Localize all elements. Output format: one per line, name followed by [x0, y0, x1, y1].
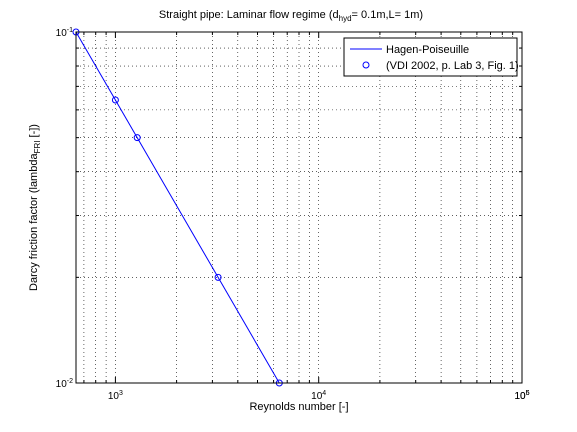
x-tick-label: 104 — [311, 390, 326, 402]
data-point — [133, 134, 141, 142]
x-tick-label: 103 — [108, 390, 123, 402]
data-point — [214, 273, 222, 281]
x-tick-label: 105 — [514, 390, 529, 402]
y-axis-label-main: Darcy friction factor (lambda — [28, 153, 40, 291]
legend-label-vdi-2002: (VDI 2002, p. Lab 3, Fig. 1) — [386, 60, 519, 72]
y-axis-label-subscript: FRI — [33, 141, 42, 154]
series-line — [75, 31, 280, 384]
plot-frame — [75, 31, 523, 384]
y-axis-label-rest: [-]) — [28, 124, 40, 141]
x-axis-label: Reynolds number [-] — [249, 401, 348, 413]
y-axis-label: Darcy friction factor (lambdaFRI [-]) — [28, 124, 42, 291]
chart-title-main: Straight pipe: Laminar flow regime (d — [159, 9, 339, 21]
legend-circle-swatch — [362, 61, 370, 69]
legend-box — [343, 37, 518, 77]
y-tick-label: 10-1 — [56, 27, 73, 39]
chart-title: Straight pipe: Laminar flow regime (dhyd… — [159, 9, 423, 23]
chart-title-subscript: hyd — [339, 14, 352, 23]
legend-label-hagen-poiseuille: Hagen-Poiseuille — [386, 44, 469, 56]
legend: Hagen-Poiseuille (VDI 2002, p. Lab 3, Fi… — [343, 37, 519, 77]
y-tick-label: 10-2 — [56, 378, 73, 390]
plot-area — [72, 28, 523, 387]
data-point — [111, 96, 119, 104]
chart-title-rest: = 0.1m,L= 1m) — [352, 9, 424, 21]
x-tick-label: 106 — [514, 390, 529, 402]
